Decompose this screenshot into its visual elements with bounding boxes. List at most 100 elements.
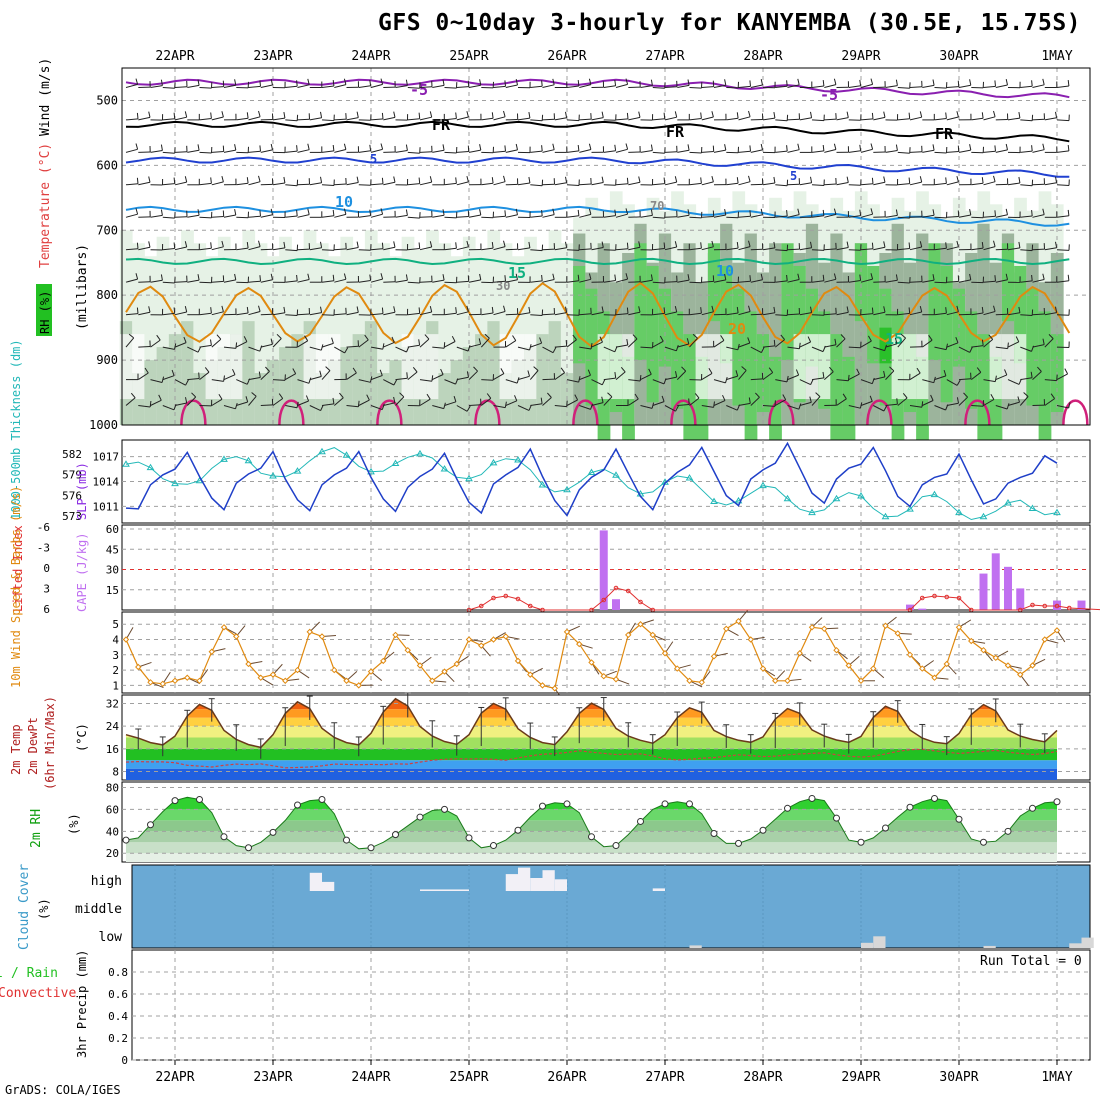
- wind-barb-flag: [955, 337, 959, 343]
- wind-barb-flag: [184, 111, 188, 118]
- wind-barb: [811, 150, 824, 153]
- temp2m-tick: 32: [106, 698, 119, 711]
- wind-barb-flag: [724, 209, 727, 216]
- rh-band: [126, 853, 1057, 862]
- wind-barb-flag: [1005, 208, 1008, 215]
- wind-barb-flag: [708, 367, 713, 374]
- wind-barb-flag: [916, 367, 921, 374]
- wind-barb: [566, 215, 579, 218]
- wind-barb: [456, 181, 469, 186]
- wind-barb: [162, 281, 175, 284]
- wind-barb-flag: [391, 336, 395, 343]
- wind-barb-flag: [191, 392, 197, 398]
- wind-barb-flag: [981, 112, 984, 119]
- wind-barb: [493, 116, 506, 121]
- wind10-marker: [625, 631, 632, 639]
- wind-barb-flag: [588, 273, 592, 280]
- isotherm-20: [125, 281, 1071, 348]
- wind-barb-flag: [833, 143, 837, 150]
- wind-barb-flag: [900, 333, 906, 339]
- wind-barb-flag: [491, 242, 494, 249]
- wind-barb: [640, 346, 653, 349]
- wind-label: Wind (m/s): [38, 58, 53, 136]
- wind-barb: [236, 247, 249, 251]
- rh2m-marker: [514, 826, 522, 834]
- wind10-marker: [257, 674, 264, 681]
- wind-barb-flag: [210, 307, 212, 314]
- wind-barb: [321, 403, 334, 406]
- wind-barb-flag: [870, 208, 874, 215]
- wind-barb-flag: [755, 392, 760, 398]
- wind10-marker: [429, 677, 436, 684]
- wind-barb: [664, 86, 678, 88]
- wind-barb-flag: [659, 335, 664, 342]
- wind-barb: [566, 399, 578, 406]
- wind-barb: [223, 405, 236, 410]
- wind-barb-flag: [332, 274, 335, 281]
- wind-barb-flag: [815, 392, 821, 397]
- wind-barb: [579, 213, 592, 218]
- wind-barb: [456, 151, 469, 153]
- wind-barb-flag: [429, 305, 433, 313]
- wind-barb: [370, 118, 384, 121]
- wind-barb: [285, 249, 298, 252]
- wind-barb-flag: [135, 78, 139, 85]
- wind-barb-flag: [674, 111, 678, 118]
- thickness-marker: [612, 471, 620, 478]
- wind-barb: [946, 402, 959, 406]
- wind10-marker: [906, 651, 914, 658]
- bottom-date-tick: 29APR: [841, 1070, 880, 1085]
- wind-barb: [248, 311, 261, 316]
- wind-barb: [689, 337, 698, 348]
- wind-barb: [579, 248, 592, 251]
- wind-barb: [689, 118, 702, 121]
- wind-barb-flag: [246, 306, 249, 314]
- bottom-date-tick: 22APR: [155, 1070, 194, 1085]
- wind-barb-flag: [221, 240, 224, 247]
- wind-barb: [615, 344, 628, 348]
- rh2m-marker: [147, 821, 154, 829]
- wind-barb: [370, 346, 383, 350]
- wind-barb: [799, 401, 812, 406]
- wind-barb: [370, 83, 383, 88]
- wind-barb: [493, 215, 506, 218]
- rh-dry-notch: [720, 334, 733, 400]
- wind-barb-flag: [945, 242, 947, 249]
- wind-barb: [652, 281, 665, 284]
- wind-barb: [1020, 280, 1033, 283]
- wind-barb: [297, 214, 310, 218]
- rh2m-marker: [612, 842, 620, 850]
- wind-barb-flag: [768, 367, 774, 373]
- wind-barb-flag: [453, 395, 457, 402]
- wind-barb-flag: [833, 78, 837, 85]
- wind-barb: [922, 214, 935, 218]
- wind-barb: [321, 215, 334, 218]
- rh2m-marker: [1029, 804, 1036, 812]
- wind-barb: [542, 346, 554, 354]
- wind-barb: [530, 249, 543, 252]
- wind-barb-flag: [528, 176, 531, 184]
- wind-barb: [248, 246, 261, 251]
- wind-barb-flag: [786, 145, 788, 152]
- wind-barb-flag: [834, 338, 837, 345]
- contour-label: FR: [935, 125, 954, 143]
- wind-barb: [897, 87, 910, 89]
- wind-barb: [432, 279, 445, 283]
- wind-barb: [726, 247, 739, 251]
- wind-barb-flag: [258, 240, 261, 247]
- wind-barb: [199, 182, 212, 186]
- wind-barb-flag: [426, 393, 431, 400]
- wind-barb: [395, 396, 405, 406]
- wind-barb-flag: [607, 392, 613, 398]
- wind-barb: [1007, 341, 1020, 348]
- wind-barb: [223, 346, 236, 349]
- wind-barb-flag: [528, 112, 531, 119]
- wind-barb: [885, 403, 898, 406]
- wind-barb: [199, 118, 212, 121]
- thickness-marker: [685, 474, 694, 481]
- wind-barb: [432, 346, 445, 349]
- wind-barb: [125, 148, 138, 153]
- wind-barb-flag: [258, 305, 261, 312]
- li-tick: -6: [37, 521, 50, 534]
- wind-barb: [223, 149, 236, 153]
